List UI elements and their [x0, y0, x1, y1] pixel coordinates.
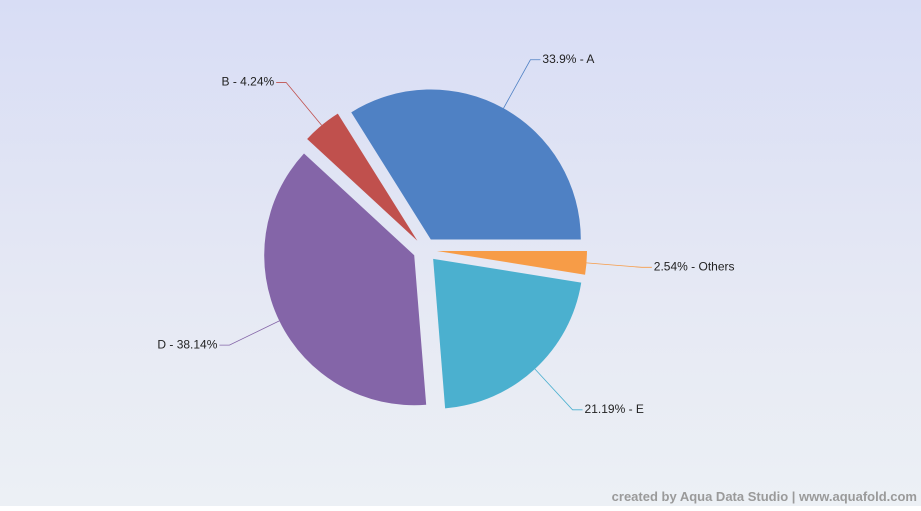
pie-slice	[436, 250, 587, 275]
leader-line	[276, 82, 322, 126]
data-label: 33.9% - A	[542, 52, 594, 66]
credit: created by Aqua Data Studio | www.aquafo…	[611, 489, 917, 504]
data-label: D - 38.14%	[157, 337, 217, 351]
leader-line	[534, 368, 583, 411]
data-label: 21.19% - E	[585, 402, 644, 416]
pie-slice	[264, 153, 427, 406]
pie-slice	[433, 258, 582, 409]
pie-slice	[351, 89, 581, 240]
data-label: 2.54% - Others	[654, 260, 735, 274]
leader-line	[503, 59, 541, 109]
leader-line	[219, 320, 280, 346]
data-label: B - 4.24%	[221, 75, 274, 89]
leader-line	[586, 262, 652, 268]
pie-slice	[307, 113, 418, 241]
